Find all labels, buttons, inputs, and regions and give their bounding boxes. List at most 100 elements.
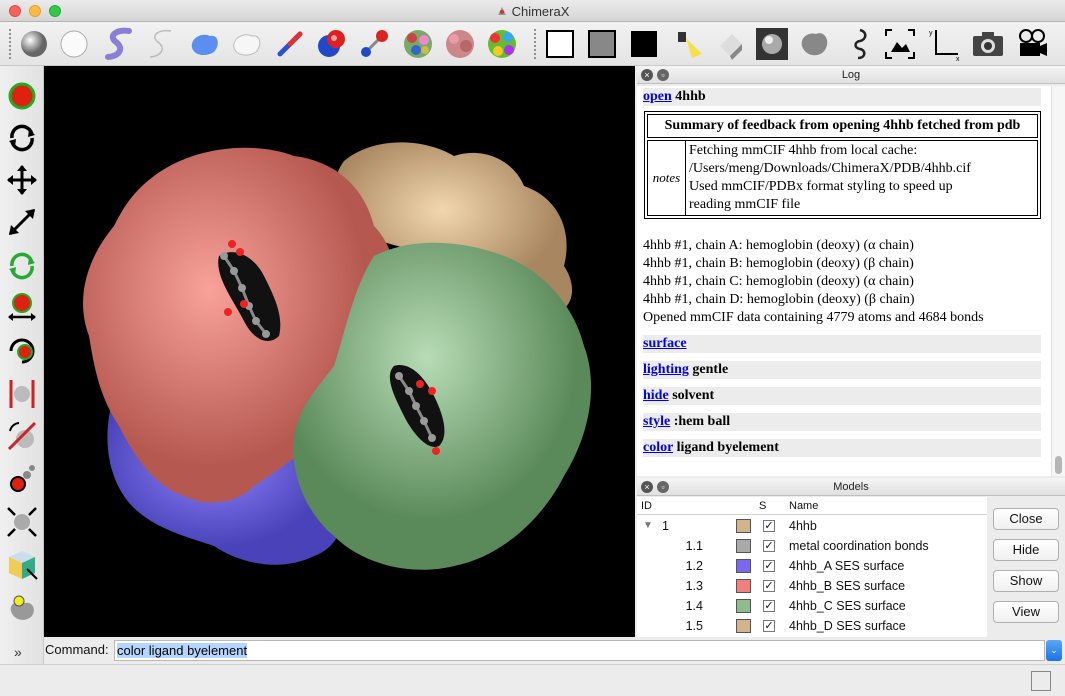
sphere-style-icon[interactable] (312, 24, 352, 64)
full-lighting-icon[interactable] (752, 24, 792, 64)
flat-lighting-icon[interactable] (794, 24, 834, 64)
log-scroll-thumb[interactable] (1055, 456, 1062, 474)
hide-model-button[interactable]: Hide (993, 539, 1059, 561)
window-resize-icon[interactable] (1031, 671, 1051, 691)
expand-triangle-icon[interactable]: ▼ (643, 520, 653, 531)
model-color-swatch[interactable] (736, 559, 751, 573)
more-tools-chevron-icon[interactable]: » (14, 644, 22, 660)
undock-panel-icon[interactable]: ▫ (657, 69, 669, 81)
model-color-swatch[interactable] (736, 539, 751, 553)
heme-ligand-atoms (220, 240, 440, 455)
rotate-picked-icon[interactable] (4, 332, 40, 368)
log-command: color ligand byelement (643, 439, 1041, 457)
white-background-icon[interactable] (540, 24, 580, 64)
log-scrollbar[interactable] (1051, 86, 1065, 476)
model-row[interactable]: ▼ 1 ✓ 4hhb (637, 516, 987, 536)
tug-atoms-icon[interactable] (4, 590, 40, 626)
model-shown-checkbox[interactable]: ✓ (763, 600, 775, 612)
snapshot-icon[interactable] (968, 24, 1008, 64)
close-panel-icon[interactable]: × (641, 69, 653, 81)
model-color-swatch[interactable] (736, 579, 751, 593)
log-command-link[interactable]: hide (643, 388, 669, 403)
model-row[interactable]: 1.5 ✓ 4hhb_D SES surface (637, 616, 987, 636)
command-input[interactable]: color ligand byelement (114, 640, 1045, 661)
model-shown-checkbox[interactable]: ✓ (763, 540, 775, 552)
close-window-button[interactable] (9, 5, 21, 17)
log-command: hide solvent (643, 387, 1041, 405)
color-by-chain-icon[interactable] (398, 24, 438, 64)
col-id-header[interactable]: ID (641, 500, 652, 512)
clip-planes-icon[interactable] (4, 376, 40, 412)
zoom-mode-icon[interactable] (4, 204, 40, 240)
models-panel-header: × ▫ Models (637, 478, 1065, 496)
model-shown-checkbox[interactable]: ✓ (763, 620, 775, 632)
model-row[interactable]: 1.3 ✓ 4hhb_B SES surface (637, 576, 987, 596)
model-color-swatch[interactable] (736, 619, 751, 633)
show-model-button[interactable]: Show (993, 570, 1059, 592)
log-command-link[interactable]: style (643, 414, 671, 429)
gray-background-icon[interactable] (582, 24, 622, 64)
log-command-link[interactable]: lighting (643, 362, 689, 377)
model-name: metal coordination bonds (789, 539, 929, 553)
log-command-link[interactable]: color (643, 440, 674, 455)
move-atoms-icon[interactable] (4, 504, 40, 540)
close-panel-icon[interactable]: × (641, 481, 653, 493)
model-id: 1.5 (685, 619, 703, 633)
log-title: Log (841, 69, 861, 81)
black-background-icon[interactable] (624, 24, 664, 64)
movie-icon[interactable] (1012, 24, 1052, 64)
model-shown-checkbox[interactable]: ✓ (763, 520, 775, 532)
stick-style-icon[interactable] (270, 24, 310, 64)
window-title: ChimeraX (0, 4, 1065, 19)
log-command: lighting gentle (643, 361, 1041, 379)
crop-box-icon[interactable] (4, 546, 40, 582)
model-shown-checkbox[interactable]: ✓ (763, 580, 775, 592)
rainbow-icon[interactable] (482, 24, 522, 64)
model-row[interactable]: 1.4 ✓ 4hhb_C SES surface (637, 596, 987, 616)
log-command-link[interactable]: surface (643, 336, 687, 351)
title-bar: ChimeraX (0, 0, 1065, 22)
log-command-link[interactable]: open (643, 89, 672, 104)
translate-mode-icon[interactable] (4, 162, 40, 198)
minimize-window-button[interactable] (29, 5, 41, 17)
zoom-window-button[interactable] (49, 5, 61, 17)
undock-panel-icon[interactable]: ▫ (657, 481, 669, 493)
col-name-header[interactable]: Name (789, 500, 819, 512)
ball-stick-style-icon[interactable] (354, 24, 394, 64)
log-line: 4hhb #1, chain A: hemoglobin (deoxy) (α … (643, 238, 914, 253)
cartoon-show-icon[interactable] (100, 24, 140, 64)
clip-rotate-icon[interactable] (4, 418, 40, 454)
select-mode-icon[interactable] (4, 78, 40, 114)
model-color-swatch[interactable] (736, 519, 751, 533)
cartoon-hide-icon[interactable] (142, 24, 182, 64)
surface-hide-icon[interactable] (226, 24, 266, 64)
move-picked-icon[interactable] (4, 290, 40, 326)
model-color-swatch[interactable] (736, 599, 751, 613)
atoms-sphere-icon[interactable] (14, 24, 54, 64)
toolbar-grip[interactable] (8, 28, 12, 60)
pick-blobs-icon[interactable] (4, 462, 40, 498)
view-all-icon[interactable] (880, 24, 920, 64)
rotate-mode-icon[interactable] (4, 120, 40, 156)
color-by-polymer-icon[interactable] (440, 24, 480, 64)
close-model-button[interactable]: Close (993, 508, 1059, 530)
rotate-selected-icon[interactable] (4, 248, 40, 284)
graphics-viewer[interactable] (44, 66, 635, 637)
silhouette-icon[interactable] (838, 24, 878, 64)
model-row[interactable]: 1.2 ✓ 4hhb_A SES surface (637, 556, 987, 576)
command-history-dropdown[interactable]: ⌄ (1046, 640, 1062, 661)
model-id: 1.2 (685, 559, 703, 573)
simple-lighting-icon[interactable] (668, 24, 708, 64)
model-id: 1.3 (685, 579, 703, 593)
soft-lighting-icon[interactable] (710, 24, 750, 64)
model-row[interactable]: 1.1 ✓ metal coordination bonds (637, 536, 987, 556)
surface-show-icon[interactable] (184, 24, 224, 64)
model-id: 1 (662, 519, 669, 533)
log-command-arg: solvent (672, 388, 715, 403)
view-model-button[interactable]: View (993, 601, 1059, 623)
col-shown-header[interactable]: S (759, 500, 767, 512)
toolbar-grip[interactable] (533, 28, 537, 60)
model-shown-checkbox[interactable]: ✓ (763, 560, 775, 572)
atoms-hide-icon[interactable] (54, 24, 94, 64)
